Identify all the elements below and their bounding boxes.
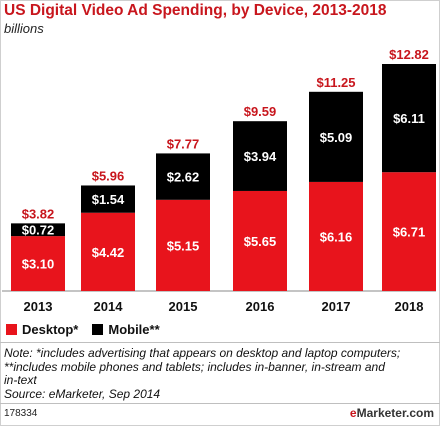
chart-title: US Digital Video Ad Spending, by Device,… xyxy=(4,2,387,19)
bar-desktop-2018 xyxy=(382,172,436,291)
bar-mobile-2013 xyxy=(11,223,65,237)
bar-label-desktop-2014: $4.42 xyxy=(92,245,125,260)
x-tick-label-2016: 2016 xyxy=(246,299,275,314)
bar-label-mobile-2018: $6.11 xyxy=(393,111,425,126)
legend-item-desktop: Desktop* xyxy=(6,322,78,337)
bar-desktop-2016 xyxy=(233,190,287,291)
stacked-bar-chart: $3.10 $0.72 $3.82 2013 $4.42 $1.54 $5.96 2014 $5… xyxy=(2,47,436,314)
bar-mobile-2015 xyxy=(156,153,210,200)
bar-label-desktop-2017: $6.16 xyxy=(320,229,353,244)
legend-label-mobile: Mobile** xyxy=(108,322,160,337)
legend-item-mobile: Mobile** xyxy=(92,322,160,337)
bar-label-desktop-2015: $5.15 xyxy=(167,238,200,253)
x-tick-label-2017: 2017 xyxy=(322,299,351,314)
note-line-2: **includes mobile phones and tablets; in… xyxy=(4,359,385,374)
bar-desktop-2013 xyxy=(11,236,65,291)
chart-id: 178334 xyxy=(4,408,38,419)
total-label-2018: $12.82 xyxy=(389,47,429,62)
bar-mobile-2014 xyxy=(81,185,135,213)
x-tick-label-2013: 2013 xyxy=(24,299,53,314)
bar-desktop-2015 xyxy=(156,199,210,291)
note-divider xyxy=(0,342,440,343)
bar-desktop-2014 xyxy=(81,212,135,291)
chart-legend: Desktop* Mobile** xyxy=(6,322,174,337)
total-label-2015: $7.77 xyxy=(167,136,200,151)
bar-label-desktop-2016: $5.65 xyxy=(244,234,277,249)
note-line-3: in-text xyxy=(4,373,37,387)
total-label-2016: $9.59 xyxy=(244,104,277,119)
total-label-2014: $5.96 xyxy=(92,168,125,183)
bar-label-mobile-2014: $1.54 xyxy=(92,192,125,207)
bar-label-mobile-2016: $3.94 xyxy=(244,149,277,164)
x-tick-label-2014: 2014 xyxy=(94,299,124,314)
bar-desktop-2017 xyxy=(309,181,363,291)
legend-swatch-mobile xyxy=(92,324,104,335)
note-source: Source: eMarketer, Sep 2014 xyxy=(4,386,161,401)
x-tick-label-2018: 2018 xyxy=(395,299,424,314)
emarketer-logo: eMarketer.com xyxy=(349,406,434,420)
bar-label-desktop-2018: $6.71 xyxy=(393,225,426,240)
legend-label-desktop: Desktop* xyxy=(22,322,79,337)
legend-swatch-desktop xyxy=(6,324,17,335)
bar-label-mobile-2013: $0.72 xyxy=(22,223,55,238)
footer-divider xyxy=(0,403,440,404)
bar-mobile-2016 xyxy=(233,121,287,191)
x-tick-label-2015: 2015 xyxy=(169,299,198,314)
bar-label-desktop-2013: $3.10 xyxy=(22,257,55,272)
bar-label-mobile-2017: $5.09 xyxy=(320,130,353,145)
note-line-1: Note: *includes advertising that appears… xyxy=(4,346,401,360)
total-label-2017: $11.25 xyxy=(316,75,355,90)
chart-note: Note: *includes advertising that appears… xyxy=(4,346,438,401)
bar-label-mobile-2015: $2.62 xyxy=(167,170,200,185)
total-label-2013: $3.82 xyxy=(22,206,55,221)
bar-mobile-2018 xyxy=(382,64,436,173)
chart-subtitle: billions xyxy=(4,21,44,36)
bar-mobile-2017 xyxy=(309,91,363,182)
